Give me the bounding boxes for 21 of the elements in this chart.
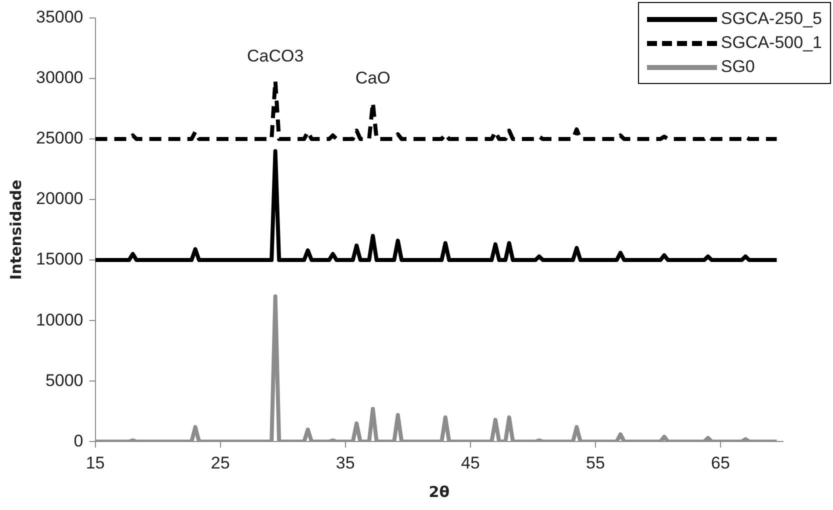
legend-label: SGCA-500_1 bbox=[720, 33, 822, 53]
legend-label: SGCA-250_5 bbox=[720, 9, 822, 29]
x-tick-label: 65 bbox=[711, 453, 730, 472]
x-tick-label: 55 bbox=[586, 453, 605, 472]
x-tick-label: 25 bbox=[210, 453, 230, 472]
y-tick-label: 20000 bbox=[36, 189, 84, 208]
y-tick-label: 15000 bbox=[36, 250, 84, 269]
x-tick-label: 15 bbox=[86, 453, 105, 472]
y-tick-label: 10000 bbox=[36, 310, 84, 330]
y-tick-label: 30000 bbox=[36, 68, 84, 88]
x-tick-label: 45 bbox=[460, 453, 480, 472]
x-axis-title: 2θ bbox=[428, 482, 450, 501]
y-axis-title: Intensidade bbox=[6, 180, 25, 280]
y-tick-label: 0 bbox=[74, 431, 84, 450]
x-tick-label: 35 bbox=[336, 453, 355, 472]
annotation: CaCO3 bbox=[246, 46, 304, 66]
y-tick-label: 5000 bbox=[45, 370, 84, 390]
y-tick-label: 25000 bbox=[36, 128, 84, 148]
legend-label: SG0 bbox=[720, 57, 755, 77]
annotation: CaO bbox=[355, 68, 390, 88]
y-tick-label: 35000 bbox=[36, 8, 84, 27]
